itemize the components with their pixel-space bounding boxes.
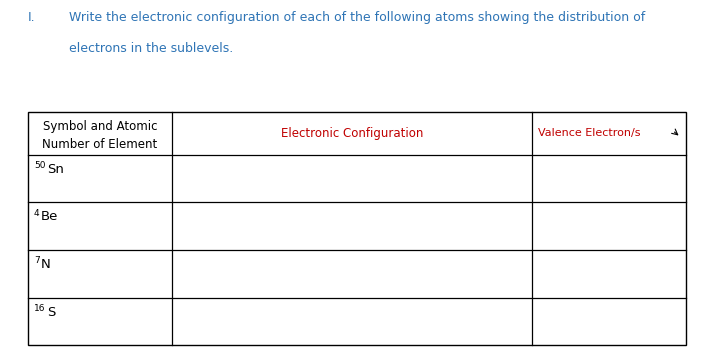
Text: Sn: Sn (47, 163, 64, 176)
Text: Number of Element: Number of Element (42, 138, 158, 151)
Text: Be: Be (41, 211, 58, 223)
Text: electrons in the sublevels.: electrons in the sublevels. (69, 42, 233, 56)
Text: I.: I. (28, 11, 36, 24)
Text: 4: 4 (34, 209, 39, 218)
Text: Valence Electron/s: Valence Electron/s (538, 128, 641, 138)
Text: 50: 50 (34, 161, 45, 170)
Text: Electronic Configuration: Electronic Configuration (281, 127, 423, 139)
Text: 7: 7 (34, 256, 39, 265)
Text: S: S (47, 306, 56, 319)
Text: Write the electronic configuration of each of the following atoms showing the di: Write the electronic configuration of ea… (69, 11, 646, 24)
Text: Symbol and Atomic: Symbol and Atomic (43, 120, 157, 133)
Text: 16: 16 (34, 304, 45, 313)
Text: N: N (41, 258, 50, 271)
